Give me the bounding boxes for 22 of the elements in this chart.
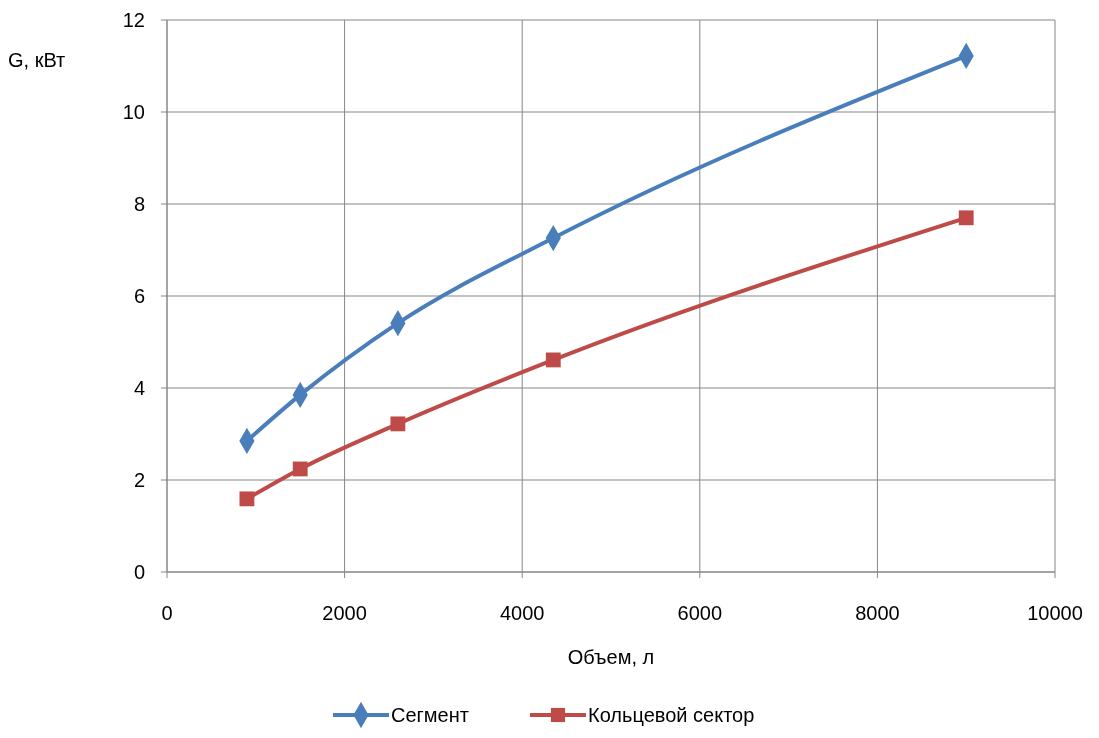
legend-label: Кольцевой сектор — [588, 704, 755, 726]
x-tick-label: 4000 — [499, 602, 545, 624]
y-axis-title: G, кВт — [8, 49, 66, 71]
point — [545, 352, 561, 368]
point — [958, 210, 974, 226]
y-tick-label: 12 — [122, 9, 145, 31]
y-tick-label: 0 — [133, 561, 145, 583]
y-tick-label: 4 — [133, 377, 145, 399]
point — [239, 491, 255, 507]
legend-label: Сегмент — [391, 704, 469, 726]
x-tick-label: 2000 — [322, 602, 367, 624]
x-tick-label: 0 — [161, 602, 173, 624]
y-tick-label: 8 — [133, 193, 145, 215]
y-tick-label: 2 — [133, 469, 145, 491]
x-tick-label: 6000 — [677, 602, 723, 624]
x-tick-label: 10000 — [1027, 602, 1083, 624]
x-tick-label: 8000 — [855, 602, 900, 624]
y-tick-label: 10 — [122, 101, 145, 123]
y-tick-label: 6 — [133, 285, 145, 307]
point — [292, 461, 308, 477]
x-axis-title: Объем, л — [567, 646, 655, 668]
point — [390, 416, 406, 432]
